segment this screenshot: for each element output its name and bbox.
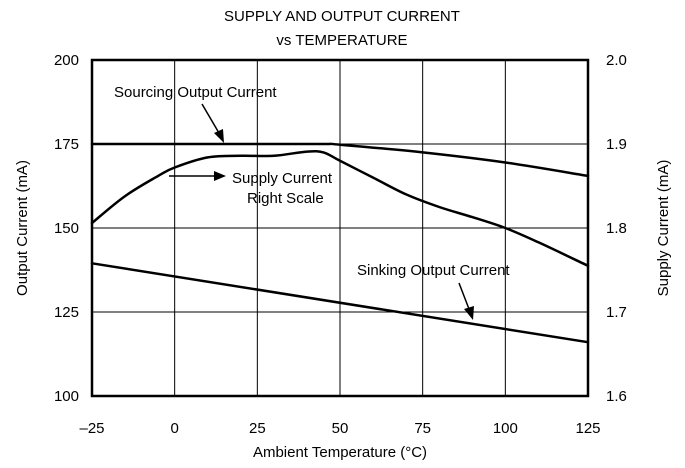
annotation-arrow-sourcing — [201, 103, 220, 134]
x-tick-label: 125 — [575, 420, 600, 437]
x-axis-label: Ambient Temperature (°C) — [253, 444, 427, 461]
y-tick-label-right: 1.8 — [606, 220, 627, 237]
grid-lines — [92, 60, 588, 396]
annotation-arrowhead-sourcing — [214, 129, 224, 143]
annotation-arrowhead-sinking — [464, 306, 474, 320]
x-tick-label: 100 — [493, 420, 518, 437]
series-line-sourcing-output-current — [90, 142, 590, 178]
y-axis-label-left: Output Current (mA) — [14, 160, 31, 296]
x-tick-label: 75 — [414, 420, 431, 437]
plot-frame — [90, 58, 590, 398]
tick-labels: –25 0 25 50 75 100 125 100 125 150 175 200 1.6 1.7 1.8… — [54, 52, 627, 437]
x-tick-label: –25 — [79, 420, 104, 437]
y-tick-label-right: 1.7 — [606, 304, 627, 321]
y-tick-label-left: 175 — [54, 136, 79, 153]
series-layer — [90, 142, 590, 344]
annotation-sourcing-output-current: Sourcing Output Current — [114, 84, 277, 101]
series-line-sinking-output-current — [90, 262, 590, 344]
y-tick-label-left: 150 — [54, 220, 79, 237]
annotation-supply-current: Supply Current — [232, 170, 333, 187]
x-tick-label: 25 — [249, 420, 266, 437]
annotation-arrowhead-supply — [214, 171, 226, 181]
y-axis-label-right: Supply Current (mA) — [655, 160, 672, 297]
y-tick-label-right: 1.9 — [606, 136, 627, 153]
y-tick-label-right: 1.6 — [606, 388, 627, 405]
chart-subtitle: vs TEMPERATURE — [276, 32, 407, 49]
annotations: Sourcing Output Current Supply Current R… — [114, 84, 510, 320]
chart-title: SUPPLY AND OUTPUT CURRENT — [224, 8, 460, 25]
y-tick-label-left: 100 — [54, 388, 79, 405]
y-tick-label-left: 125 — [54, 304, 79, 321]
y-tick-label-right: 2.0 — [606, 52, 627, 69]
series-line-supply-current — [90, 149, 590, 268]
y-tick-label-left: 200 — [54, 52, 79, 69]
annotation-arrow-sinking — [458, 282, 470, 310]
annotation-right-scale: Right Scale — [247, 190, 324, 207]
annotation-sinking-output-current: Sinking Output Current — [357, 262, 510, 279]
x-tick-label: 50 — [332, 420, 349, 437]
x-tick-label: 0 — [170, 420, 178, 437]
